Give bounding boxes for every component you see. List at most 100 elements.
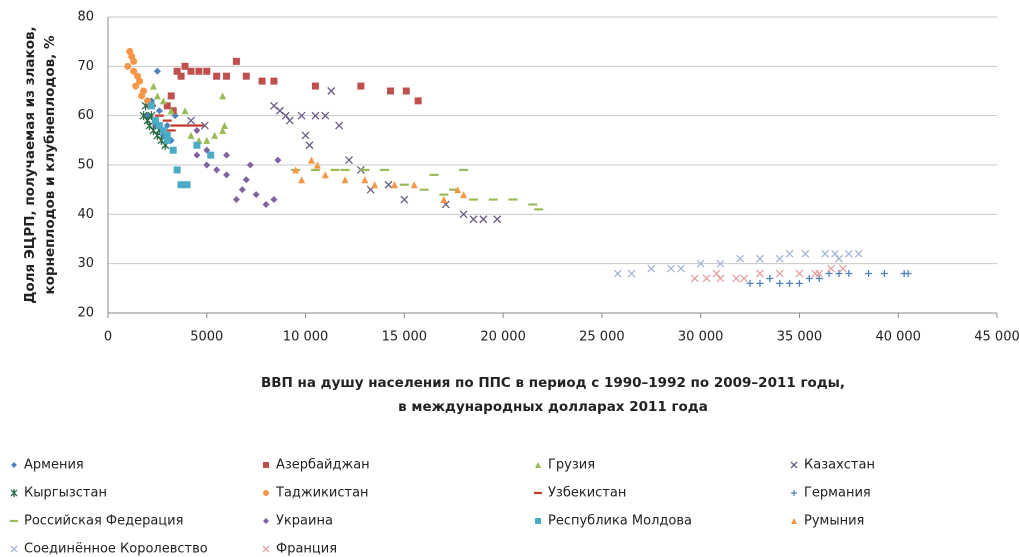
point: [716, 259, 725, 268]
legend-marker: [263, 518, 269, 524]
point: [746, 279, 754, 287]
point: [258, 77, 266, 85]
point: [345, 156, 353, 165]
point: [298, 176, 306, 184]
point: [755, 269, 764, 278]
point: [252, 191, 260, 199]
point: [844, 249, 853, 258]
point: [690, 274, 699, 283]
x-tick-label: 35 000: [777, 330, 823, 345]
legend-marker: [262, 545, 270, 553]
point: [242, 72, 250, 80]
point: [169, 146, 177, 154]
point: [440, 196, 448, 204]
point: [262, 200, 270, 208]
point: [311, 111, 320, 120]
point: [130, 67, 138, 75]
point: [756, 279, 764, 287]
point: [223, 72, 231, 80]
point: [213, 166, 221, 174]
x-tick-label: 5000: [190, 330, 223, 345]
y-tick-label: 20: [77, 306, 94, 321]
point: [285, 116, 294, 125]
point: [219, 126, 227, 134]
point: [313, 161, 321, 169]
point: [149, 125, 158, 135]
point: [776, 279, 784, 287]
legend-marker: [10, 545, 18, 553]
point: [335, 121, 344, 130]
point: [371, 181, 379, 189]
point: [702, 274, 711, 283]
legend-marker: [535, 462, 541, 468]
point: [795, 269, 804, 278]
point: [149, 82, 157, 90]
legend-label: Армения: [24, 458, 84, 473]
y-tick-label: 30: [77, 256, 94, 271]
point: [766, 274, 774, 282]
point: [213, 72, 221, 80]
point: [292, 166, 300, 174]
x-tick-label: 25 000: [579, 330, 625, 345]
point: [732, 274, 741, 283]
x-tick-label: 20 000: [480, 330, 526, 345]
point: [821, 249, 830, 258]
x-axis-label: ВВП на душу населения по ППС в период с …: [261, 375, 845, 391]
legend-marker: [10, 489, 18, 497]
point: [275, 106, 284, 115]
point: [387, 87, 395, 95]
point: [755, 254, 764, 263]
point: [775, 254, 784, 263]
point: [270, 196, 278, 204]
x-tick-label: 10 000: [283, 330, 329, 345]
point: [321, 111, 330, 120]
point: [203, 67, 211, 75]
point: [740, 274, 749, 283]
point: [232, 57, 240, 65]
point: [402, 87, 410, 95]
legend-marker: [535, 518, 541, 524]
x-tick-label: 0: [104, 330, 112, 345]
point: [305, 141, 314, 150]
point: [831, 249, 839, 258]
point: [613, 269, 622, 278]
legend-label: Республика Молдова: [548, 514, 692, 529]
legend-marker: [791, 490, 797, 496]
legend-label: Азербайджан: [276, 458, 370, 473]
point: [460, 191, 468, 199]
point: [805, 274, 813, 282]
y-tick-label: 40: [77, 207, 94, 222]
point: [854, 249, 863, 258]
point: [173, 166, 181, 174]
point: [414, 97, 422, 105]
point: [795, 279, 803, 287]
y-axis-label: корнеплодов и клубнеплодов, %: [42, 35, 58, 294]
point: [157, 135, 166, 145]
point: [269, 101, 278, 110]
point: [193, 151, 201, 159]
point: [341, 176, 349, 184]
point: [627, 269, 636, 278]
point: [238, 186, 246, 194]
legend-marker: [263, 490, 269, 496]
point: [736, 254, 745, 263]
x-tick-label: 45 000: [974, 330, 1019, 345]
x-tick-label: 40 000: [875, 330, 921, 345]
point: [167, 92, 175, 100]
point: [181, 62, 189, 70]
y-tick-label: 50: [77, 158, 94, 173]
legend-label: Украина: [276, 514, 333, 529]
point: [193, 141, 201, 149]
point: [845, 270, 853, 278]
point: [132, 82, 140, 90]
point: [130, 57, 138, 65]
point: [865, 270, 873, 278]
legend-label: Российская Федерация: [24, 514, 183, 529]
point: [321, 171, 329, 179]
point: [479, 215, 488, 224]
x-tick-label: 30 000: [678, 330, 724, 345]
point: [904, 270, 912, 278]
legend-marker: [11, 462, 17, 468]
point: [647, 264, 656, 273]
